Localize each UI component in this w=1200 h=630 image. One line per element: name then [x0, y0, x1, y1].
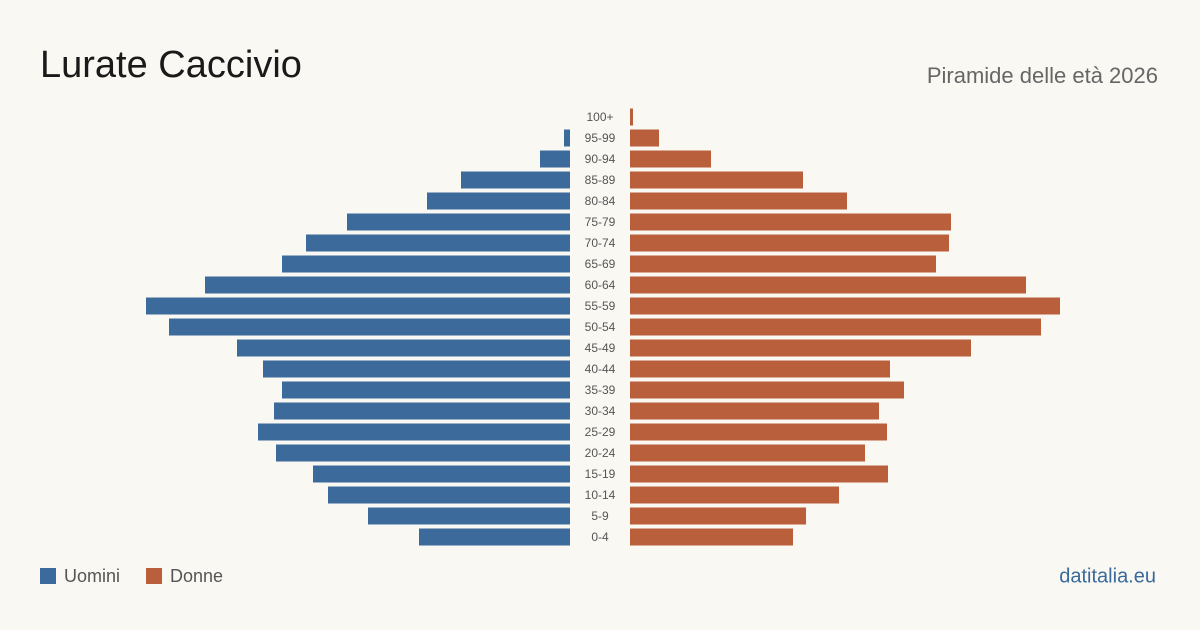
bar: [313, 465, 570, 483]
bar: [630, 444, 865, 462]
bar: [427, 192, 570, 210]
bar: [630, 255, 936, 273]
age-label: 55-59: [585, 299, 616, 313]
legend-label: Uomini: [64, 566, 120, 586]
age-label: 80-84: [585, 194, 616, 208]
bar: [630, 381, 904, 399]
age-label: 40-44: [585, 362, 616, 376]
bar: [630, 192, 847, 210]
bar: [258, 423, 570, 441]
bar: [630, 402, 879, 420]
bar: [169, 318, 570, 336]
bar: [630, 129, 659, 147]
bar: [630, 276, 1026, 294]
bar: [282, 255, 570, 273]
bar: [347, 213, 570, 231]
bar: [630, 423, 887, 441]
bar: [630, 318, 1041, 336]
age-label: 35-39: [585, 383, 616, 397]
age-label: 10-14: [585, 488, 616, 502]
age-label: 5-9: [591, 509, 609, 523]
bar: [630, 528, 793, 546]
age-label: 30-34: [585, 404, 616, 418]
bar: [282, 381, 570, 399]
chart-subtitle: Piramide delle età 2026: [927, 63, 1158, 88]
bar: [630, 339, 971, 357]
bar: [237, 339, 570, 357]
bar: [630, 486, 839, 504]
age-label: 75-79: [585, 215, 616, 229]
bar: [630, 360, 890, 378]
bar: [419, 528, 570, 546]
age-label: 0-4: [591, 530, 609, 544]
bar: [630, 234, 949, 252]
age-label: 90-94: [585, 152, 616, 166]
bar: [630, 465, 888, 483]
legend-swatch: [40, 568, 56, 584]
bar: [630, 297, 1060, 315]
chart-title: Lurate Caccivio: [40, 44, 302, 86]
age-label: 45-49: [585, 341, 616, 355]
legend-swatch: [146, 568, 163, 584]
bar: [461, 171, 570, 189]
age-label: 95-99: [585, 131, 616, 145]
bar: [146, 297, 570, 315]
age-label: 70-74: [585, 236, 616, 250]
bar: [205, 276, 570, 294]
bar: [630, 507, 806, 525]
age-label: 20-24: [585, 446, 616, 460]
bar: [630, 171, 803, 189]
bar: [540, 150, 570, 168]
age-label: 50-54: [585, 320, 616, 334]
bar: [630, 108, 633, 126]
bar: [564, 129, 570, 147]
bar: [368, 507, 570, 525]
age-label: 25-29: [585, 425, 616, 439]
age-label: 100+: [586, 110, 613, 124]
bar: [306, 234, 570, 252]
bar: [263, 360, 570, 378]
bar: [276, 444, 570, 462]
legend-label: Donne: [170, 566, 223, 586]
age-label: 85-89: [585, 173, 616, 187]
source: datitalia.eu: [1059, 565, 1156, 587]
age-label: 60-64: [585, 278, 616, 292]
bar: [630, 150, 711, 168]
bar: [630, 213, 951, 231]
age-label: 65-69: [585, 257, 616, 271]
bar: [328, 486, 570, 504]
age-label: 15-19: [585, 467, 616, 481]
bar: [274, 402, 570, 420]
